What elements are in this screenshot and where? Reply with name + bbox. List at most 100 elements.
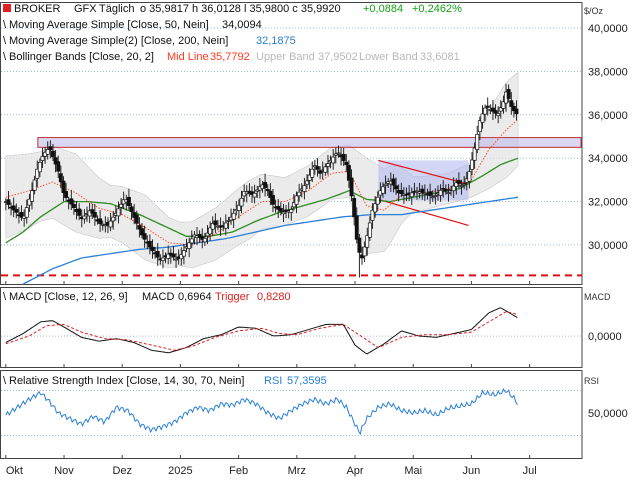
candle — [459, 179, 464, 195]
candle — [98, 210, 103, 232]
candle — [367, 216, 372, 241]
candle — [420, 185, 425, 200]
candle-body — [472, 147, 477, 161]
candle — [498, 100, 503, 119]
candle — [360, 246, 364, 265]
candle-body — [477, 120, 482, 133]
candle-body — [231, 212, 236, 220]
candle-body — [69, 198, 74, 205]
candle-body — [116, 208, 121, 217]
candle-body — [409, 192, 414, 198]
candle-body — [404, 193, 409, 196]
candle-body — [111, 216, 116, 222]
candle — [496, 106, 501, 124]
candle-body — [6, 199, 11, 205]
candle-body — [179, 254, 184, 260]
candle — [475, 125, 480, 154]
sma50-legend-marker: \ — [3, 19, 7, 31]
candle — [265, 184, 270, 196]
candle-body — [213, 220, 218, 226]
candle-body — [399, 189, 404, 194]
bb-legend-marker: \ — [3, 51, 7, 63]
candle — [19, 205, 24, 221]
candle-body — [208, 227, 213, 235]
candle — [381, 182, 385, 198]
candle-body — [496, 113, 501, 116]
candle-body — [150, 246, 155, 252]
candle — [362, 241, 367, 263]
trigger-value-label: Trigger — [215, 291, 250, 303]
candle-body — [155, 251, 160, 258]
candle-body — [467, 171, 472, 182]
candle-body — [61, 180, 66, 194]
candle — [346, 160, 351, 188]
candle-body — [498, 107, 503, 112]
x-tick-label: Mai — [404, 465, 422, 477]
candle — [252, 184, 257, 204]
candle — [315, 158, 320, 177]
candle — [11, 197, 16, 218]
candle — [302, 177, 307, 200]
sma200-legend-value: 32,1875 — [256, 35, 296, 47]
rsi-line — [5, 387, 518, 436]
instrument-label: GFX — [74, 3, 97, 15]
symbol-marker — [3, 4, 11, 12]
candle-body — [422, 192, 427, 195]
candle — [236, 199, 241, 219]
candle — [181, 244, 186, 265]
candle-body — [362, 246, 367, 257]
candle — [126, 188, 131, 210]
candle-body — [511, 105, 516, 112]
candle-body — [134, 214, 139, 224]
candle-body — [35, 168, 40, 179]
candle — [166, 245, 171, 265]
bb-lower-legend-label: Lower Band — [359, 51, 418, 63]
candle-body — [485, 105, 490, 108]
candle — [501, 95, 506, 114]
candle-body — [381, 186, 385, 194]
candle — [399, 182, 404, 198]
candle-body — [202, 237, 207, 243]
candle — [14, 203, 19, 219]
candle-body — [305, 180, 309, 185]
x-tick-label: Okt — [6, 465, 23, 477]
price-y-tick-label: 30,0000 — [588, 240, 628, 252]
candle — [391, 174, 396, 193]
candle — [6, 190, 11, 210]
bb-lower-legend-value: 33,6081 — [420, 51, 460, 63]
candle-body — [310, 168, 315, 178]
candle-body — [223, 222, 228, 229]
candle-body — [294, 195, 299, 205]
candle — [103, 216, 108, 233]
candle — [32, 175, 37, 195]
candle — [289, 205, 294, 221]
candle — [197, 230, 202, 243]
candle — [213, 213, 218, 234]
candle-body — [161, 257, 165, 261]
bb-upper-legend-value: 37,9502 — [318, 51, 358, 63]
rsi-frame — [0, 370, 583, 459]
candle-body — [315, 166, 320, 170]
candle — [58, 165, 63, 189]
candle-body — [171, 253, 176, 258]
macd-legend-label: MACD [Close, 12, 26, 9] — [9, 291, 128, 303]
candle — [150, 239, 155, 259]
candle-body — [11, 205, 16, 211]
candle-body — [297, 191, 302, 197]
price-y-tick-label: 38,0000 — [588, 66, 628, 78]
candle-body — [187, 242, 192, 249]
candle-body — [19, 212, 24, 218]
candle — [82, 209, 87, 224]
candle — [187, 237, 192, 258]
candle — [438, 184, 443, 202]
candle-body — [281, 211, 286, 215]
candle-body — [58, 173, 63, 183]
price-y-tick-label: 36,0000 — [588, 110, 628, 122]
candle — [297, 183, 302, 202]
candle — [278, 202, 283, 216]
candle-body — [14, 209, 19, 213]
candle-body — [252, 192, 257, 198]
candle — [35, 160, 40, 188]
x-tick-label: Jun — [463, 465, 481, 477]
